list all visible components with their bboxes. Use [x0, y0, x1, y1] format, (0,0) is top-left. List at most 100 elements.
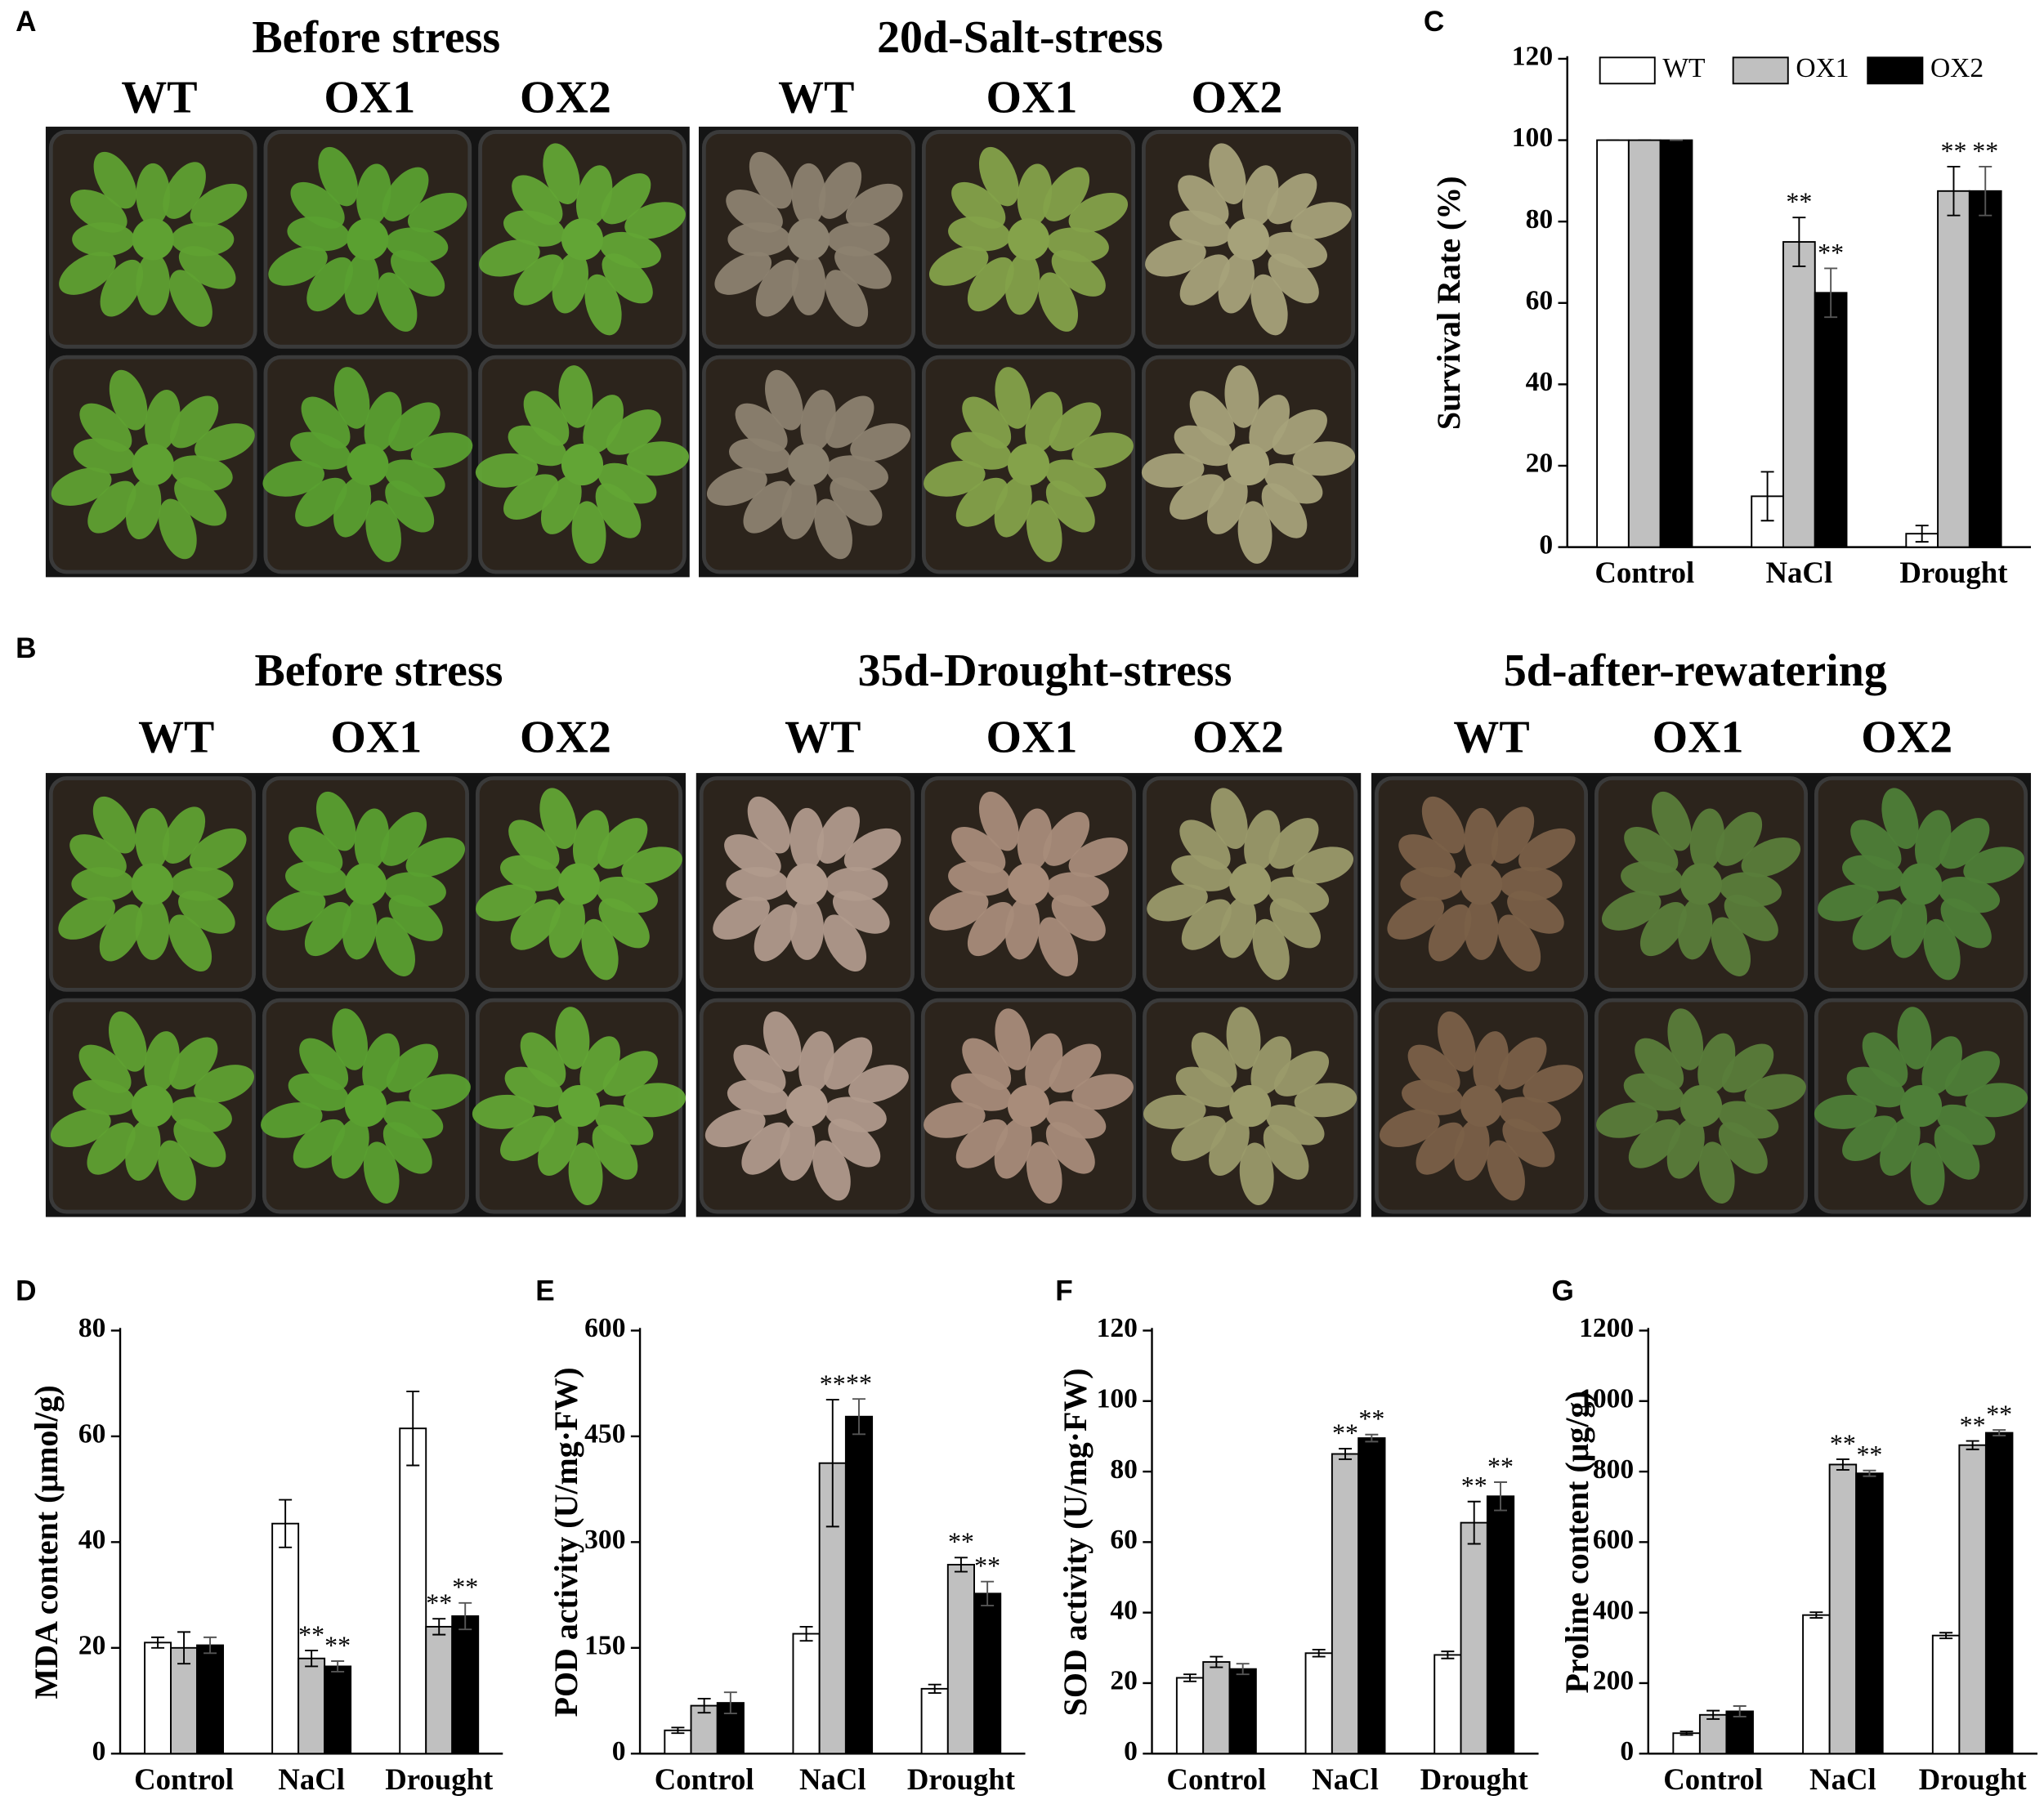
leaf: [814, 498, 852, 560]
y-tick-label: 20: [1110, 1666, 1138, 1696]
leaf: [261, 1102, 323, 1138]
leaf: [1965, 1083, 2028, 1118]
leaf: [621, 846, 682, 884]
significance: **: [1358, 1405, 1384, 1433]
leaf: [108, 1011, 147, 1072]
error-bar: [1915, 525, 1929, 543]
error-bar: [1183, 1673, 1197, 1682]
leaf: [173, 1119, 226, 1168]
significance: **: [1972, 136, 1998, 165]
error-bar: [1947, 165, 1961, 217]
panel-letter: F: [1055, 1275, 1072, 1306]
error-bar: [1210, 1655, 1223, 1668]
bar: [271, 1522, 300, 1755]
photo-column-label: OX2: [520, 72, 611, 123]
leaf: [558, 365, 593, 428]
leaf: [1071, 1074, 1134, 1110]
bar: [324, 1665, 352, 1755]
rosette-center: [1899, 863, 1943, 905]
leaf: [1268, 818, 1319, 869]
leaf: [1934, 1124, 1980, 1180]
y-tick-label: 400: [1593, 1595, 1634, 1625]
rosette-center: [1227, 443, 1270, 486]
rosette-center: [347, 443, 389, 486]
panel-letter: G: [1552, 1275, 1574, 1306]
bar: [1855, 1472, 1884, 1755]
significance: **: [948, 1528, 974, 1557]
bar: [1304, 1652, 1333, 1755]
leaf: [380, 811, 427, 866]
rosette-center: [1460, 1085, 1503, 1128]
leaf: [385, 480, 435, 533]
leaf: [78, 1044, 132, 1093]
leaf: [288, 826, 343, 873]
legend-label: OX2: [1930, 53, 1984, 83]
rosette-center: [132, 443, 174, 486]
bar: [1627, 139, 1662, 548]
y-tick-label: 450: [584, 1419, 625, 1449]
x-tick-label: NaCl: [1766, 556, 1833, 589]
panel-letter: E: [535, 1275, 554, 1306]
leaf: [539, 788, 577, 850]
photo-column-label: OX2: [1861, 712, 1952, 763]
leaf: [789, 807, 825, 871]
bar: [1486, 1495, 1515, 1755]
leaf: [555, 1007, 590, 1070]
bar: [1202, 1661, 1231, 1755]
leaf: [581, 918, 619, 980]
leaf: [315, 791, 356, 851]
leaf: [951, 181, 1006, 229]
leaf: [1043, 167, 1090, 221]
error-bar: [825, 1399, 839, 1528]
leaf: [51, 467, 112, 506]
leaf: [382, 167, 429, 221]
leaf: [713, 896, 770, 940]
bar: [1984, 1432, 2014, 1755]
leaf: [1038, 272, 1079, 332]
y-tick-label: 80: [78, 1313, 106, 1343]
leaf: [1267, 173, 1317, 225]
error-bar: [151, 1636, 165, 1649]
y-axis-title: SOD activity (U/mg·FW): [1057, 1368, 1094, 1716]
leaf: [1269, 898, 1321, 949]
leaf: [475, 453, 539, 488]
y-tick-label: 20: [1526, 449, 1554, 479]
significance: **: [1786, 188, 1812, 217]
leaf: [1635, 1038, 1684, 1091]
leaf: [135, 807, 170, 871]
leaf: [747, 796, 791, 854]
error-bar: [1706, 1709, 1720, 1720]
leaf: [1290, 202, 1352, 239]
panel-letter: B: [16, 632, 36, 664]
leaf: [1026, 1141, 1062, 1204]
bar: [425, 1625, 454, 1755]
error-bar: [954, 1557, 968, 1573]
rosette-center: [1899, 1085, 1943, 1128]
leaf: [1171, 1115, 1227, 1162]
error-bar: [1733, 1705, 1747, 1717]
significance: **: [426, 1589, 452, 1618]
x-tick-label: Control: [1594, 556, 1694, 589]
leaf: [824, 1037, 873, 1090]
leaf: [1944, 1051, 2000, 1097]
leaf: [59, 252, 116, 295]
leaf: [1497, 914, 1541, 971]
leaf: [1189, 391, 1236, 446]
y-tick-label: 150: [584, 1631, 625, 1661]
x-tick-label: Control: [1663, 1762, 1763, 1796]
leaf: [626, 441, 690, 476]
legend-label: OX1: [1796, 53, 1849, 83]
rosette-center: [557, 863, 601, 905]
bar: [196, 1644, 225, 1755]
y-tick-label: 0: [1124, 1736, 1138, 1767]
leaf: [1049, 1043, 1102, 1093]
leaf: [1498, 1037, 1547, 1090]
leaf: [828, 1119, 881, 1168]
photo-column-label: WT: [778, 72, 854, 123]
legend-swatch: [1867, 56, 1924, 85]
error-bar: [331, 1660, 345, 1673]
leaf: [1601, 891, 1662, 931]
leaf: [391, 249, 445, 297]
y-axis-title: Proline content (μg/g): [1559, 1391, 1595, 1693]
leaf: [1698, 1141, 1735, 1204]
